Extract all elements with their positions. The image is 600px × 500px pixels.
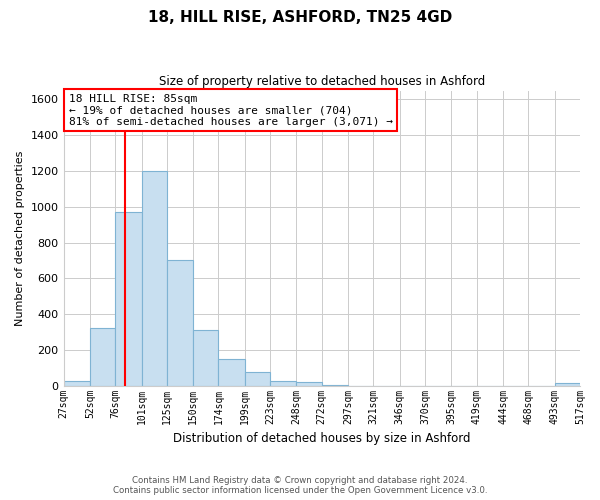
Bar [245,372,270,386]
Bar [218,359,245,386]
Bar [90,328,115,386]
Bar [167,260,193,386]
Bar [142,171,167,386]
Text: 18 HILL RISE: 85sqm
← 19% of detached houses are smaller (704)
81% of semi-detac: 18 HILL RISE: 85sqm ← 19% of detached ho… [69,94,393,126]
Bar [193,330,218,386]
Y-axis label: Number of detached properties: Number of detached properties [15,150,25,326]
Text: Contains HM Land Registry data © Crown copyright and database right 2024.
Contai: Contains HM Land Registry data © Crown c… [113,476,487,495]
Bar [322,384,348,386]
Title: Size of property relative to detached houses in Ashford: Size of property relative to detached ho… [158,75,485,88]
Bar [64,381,90,386]
Bar [296,382,322,386]
Bar [555,383,580,386]
Text: 18, HILL RISE, ASHFORD, TN25 4GD: 18, HILL RISE, ASHFORD, TN25 4GD [148,10,452,25]
Bar [115,212,142,386]
Bar [270,381,296,386]
X-axis label: Distribution of detached houses by size in Ashford: Distribution of detached houses by size … [173,432,470,445]
